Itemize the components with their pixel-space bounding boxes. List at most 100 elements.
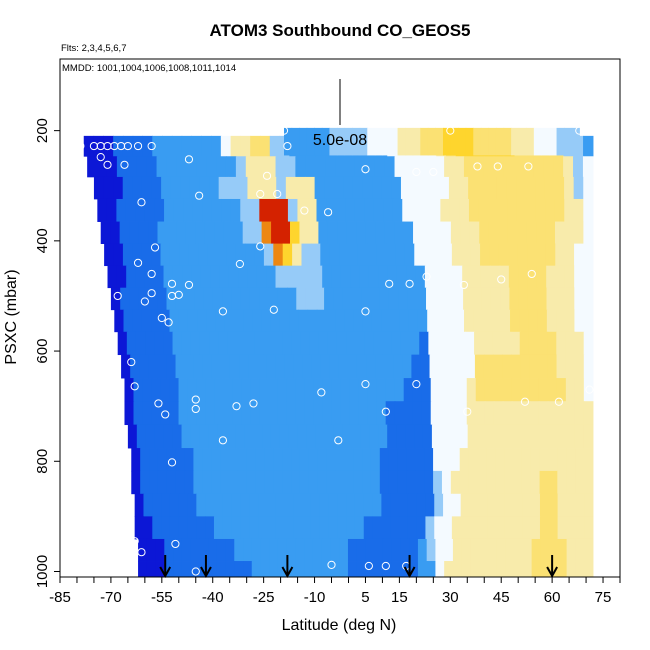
heat-cell [404,156,415,178]
heat-cell [175,354,186,379]
sample-point [249,399,258,408]
heat-cell [211,470,221,495]
heat-cell [237,470,248,495]
heat-cell [416,516,427,540]
heat-cell [317,448,328,472]
heat-cell [221,198,232,222]
heat-cell [537,287,548,311]
heat-cell [205,401,216,426]
heat-cell [268,287,279,311]
heat-cell [382,538,393,562]
sample-point [195,191,204,200]
heat-cell [331,401,342,426]
heat-cell [450,221,461,245]
heat-cell [583,243,594,267]
heat-cell [410,176,421,200]
heat-cell [548,127,558,156]
heat-cell [222,493,233,517]
heat-cell [277,538,288,562]
heat-cell [574,243,585,267]
sample-point [300,206,309,215]
heat-cell [291,448,301,472]
heat-cell [308,448,319,472]
heat-cell [155,538,165,562]
heat-cell [246,448,257,472]
heat-cell [509,287,520,311]
heat-cell [493,354,503,379]
heat-cell [259,287,270,311]
heat-cell [176,156,187,178]
heat-cell [209,176,220,200]
heat-cell [218,176,229,200]
heat-cell [179,243,190,267]
heat-cell [312,538,323,562]
heat-cell [145,424,156,449]
heat-cell [191,135,202,157]
heat-cell [564,127,573,156]
heat-cell [325,156,336,178]
heat-cell [251,538,262,562]
heat-cell [390,309,401,333]
heat-cell [483,354,494,379]
profile-arrow-head [403,566,416,579]
heat-cell [211,448,221,472]
heat-cell [126,331,137,356]
heat-cell [255,470,266,495]
heat-cell [367,401,378,426]
heat-cell [367,378,378,402]
x-tick-label: 30 [442,589,459,606]
sample-point [527,269,536,279]
heat-cell [356,221,367,245]
heat-cell [359,127,368,156]
heat-cell [421,401,432,426]
heat-cell [354,198,365,222]
heat-cell [504,448,514,472]
heat-cell [219,265,230,289]
heat-cell [216,243,227,267]
heat-cell [175,287,186,311]
heat-cell [434,516,444,540]
heat-cell [322,401,333,426]
heat-cell [172,424,183,449]
heat-cell [557,538,568,562]
heat-cell [232,378,243,402]
heat-cell [538,354,549,379]
heat-cell [314,176,325,200]
heat-cell [520,354,530,379]
sample-point [493,162,502,171]
heat-cell [313,401,324,426]
sample-point [317,388,326,397]
heat-cell [266,176,277,200]
heat-cell [126,265,137,289]
heat-cell [154,198,165,222]
heat-cell [236,331,247,356]
heat-cell [556,401,567,426]
heat-cell [486,448,496,472]
heat-cell [554,198,565,222]
heat-cell [273,243,284,267]
heat-cell [481,287,492,311]
heat-cell [235,243,246,267]
sample-point [147,141,156,151]
heat-cell [324,287,334,311]
heat-cell [347,561,358,578]
heat-cell [397,470,408,495]
heat-cell [564,265,575,289]
heat-cell [533,156,544,178]
heat-cell [402,198,413,222]
heat-cell [266,493,277,517]
heat-cell [192,198,203,222]
heat-cell [512,448,523,472]
heat-cell [114,309,125,333]
heat-cell [273,448,283,472]
heat-cell [255,448,266,472]
heat-cell [187,309,198,333]
heat-cell [187,401,198,426]
heat-cell [302,354,313,379]
heat-cell [103,176,114,200]
heat-cell [370,287,381,311]
sample-point [96,152,105,162]
heat-cell [227,331,238,356]
heat-cell [493,401,504,426]
heat-cell [228,265,239,289]
